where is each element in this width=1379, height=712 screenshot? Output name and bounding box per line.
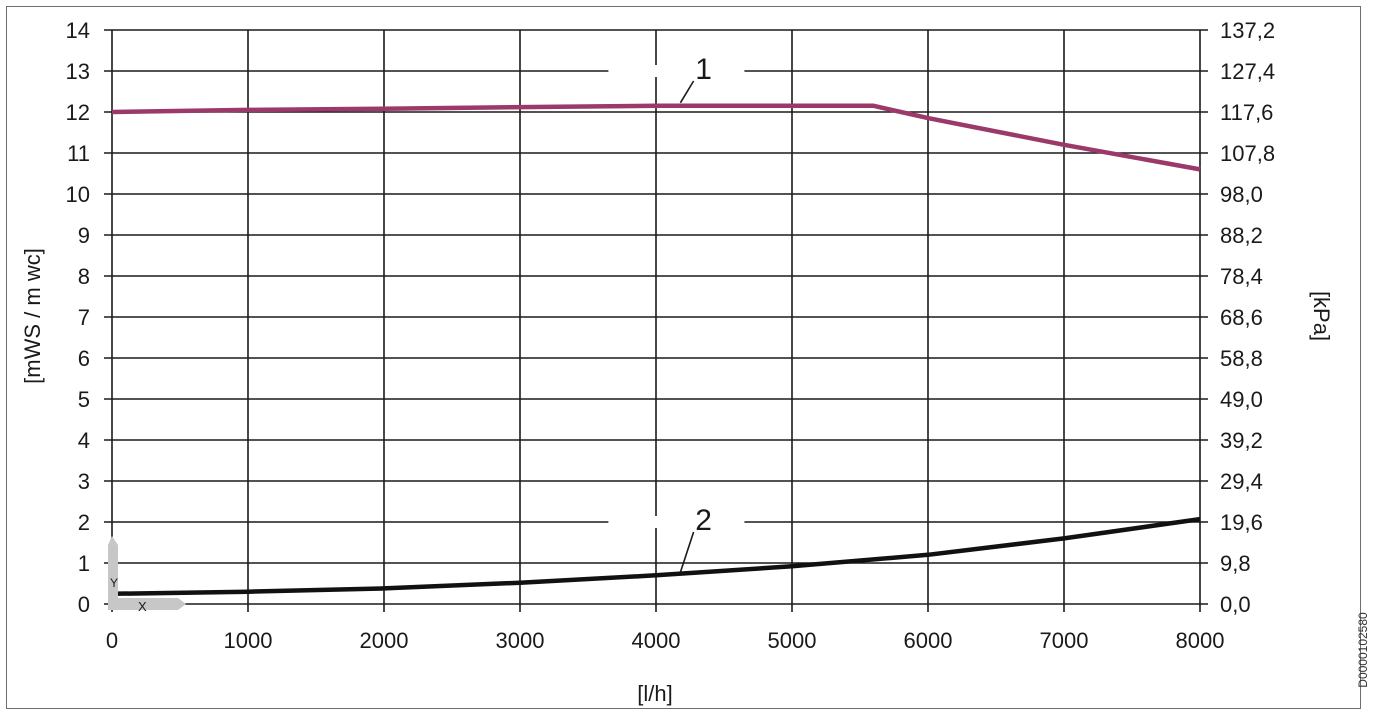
callout-leader bbox=[679, 80, 695, 104]
axis-icon-y-letter: Y bbox=[110, 576, 118, 590]
y-left-tick-label: 5 bbox=[78, 387, 90, 412]
y-left-axis-label: [mWS / m wc] bbox=[20, 248, 45, 384]
y-left-tick-label: 4 bbox=[78, 428, 90, 453]
xy-axis-icon: YX bbox=[108, 536, 186, 614]
y-right-tick-label: 127,4 bbox=[1220, 59, 1275, 84]
figure-code: D0000102580 bbox=[1356, 612, 1370, 688]
x-tick-label: 1000 bbox=[224, 628, 273, 653]
y-right-tick-label: 9,8 bbox=[1220, 551, 1251, 576]
x-axis-label: [l/h] bbox=[637, 681, 672, 706]
figure-frame bbox=[6, 6, 1361, 709]
y-right-tick-label: 58,8 bbox=[1220, 346, 1263, 371]
y-left-tick-label: 1 bbox=[78, 551, 90, 576]
y-left-tick-label: 2 bbox=[78, 510, 90, 535]
x-tick-label: 4000 bbox=[632, 628, 681, 653]
callout-label: 1 bbox=[695, 53, 712, 86]
y-right-tick-label: 68,6 bbox=[1220, 305, 1263, 330]
grid bbox=[104, 29, 1208, 612]
x-tick-label: 0 bbox=[106, 628, 118, 653]
y-right-tick-label: 78,4 bbox=[1220, 264, 1263, 289]
series-lines bbox=[111, 103, 1201, 597]
y-left-tick-label: 0 bbox=[78, 592, 90, 617]
callouts: 12 bbox=[608, 53, 745, 573]
y-right-tick-label: 49,0 bbox=[1220, 387, 1263, 412]
y-right-tick-label: 29,4 bbox=[1220, 469, 1263, 494]
x-tick-label: 2000 bbox=[360, 628, 409, 653]
y-left-tick-label: 3 bbox=[78, 469, 90, 494]
y-left-tick-label: 6 bbox=[78, 346, 90, 371]
y-right-tick-label: 0,0 bbox=[1220, 592, 1251, 617]
y-right-tick-label: 39,2 bbox=[1220, 428, 1263, 453]
axis-icon-x-letter: X bbox=[138, 599, 147, 614]
x-tick-label: 6000 bbox=[904, 628, 953, 653]
y-left-tick-label: 11 bbox=[67, 141, 90, 166]
y-left-tick-label: 13 bbox=[66, 59, 90, 84]
callout-gap bbox=[608, 516, 745, 528]
callout-gap bbox=[608, 65, 745, 77]
y-left-tick-label: 14 bbox=[66, 18, 90, 43]
y-right-tick-label: 19,6 bbox=[1220, 510, 1263, 535]
y-left-tick-label: 8 bbox=[78, 264, 90, 289]
callout-label: 2 bbox=[695, 504, 712, 537]
series-line-1 bbox=[111, 103, 1201, 172]
callout-leader bbox=[679, 531, 695, 573]
x-tick-label: 5000 bbox=[768, 628, 817, 653]
y-right-tick-label: 117,6 bbox=[1220, 100, 1273, 125]
x-tick-label: 7000 bbox=[1040, 628, 1089, 653]
y-right-tick-label: 137,2 bbox=[1220, 18, 1275, 43]
y-right-tick-label: 98,0 bbox=[1220, 182, 1263, 207]
y-right-tick-label: 88,2 bbox=[1220, 223, 1263, 248]
x-tick-label: 3000 bbox=[496, 628, 545, 653]
y-left-tick-label: 9 bbox=[78, 223, 90, 248]
axis-icon-arrows bbox=[108, 536, 186, 610]
y-right-axis-label: [kPa] bbox=[1309, 291, 1334, 341]
y-right-tick-label: 107,8 bbox=[1220, 141, 1275, 166]
y-left-tick-label: 10 bbox=[66, 182, 90, 207]
y-left-tick-label: 12 bbox=[66, 100, 90, 125]
y-left-tick-label: 7 bbox=[78, 305, 90, 330]
x-tick-label: 8000 bbox=[1176, 628, 1225, 653]
series-line-2 bbox=[111, 516, 1201, 597]
